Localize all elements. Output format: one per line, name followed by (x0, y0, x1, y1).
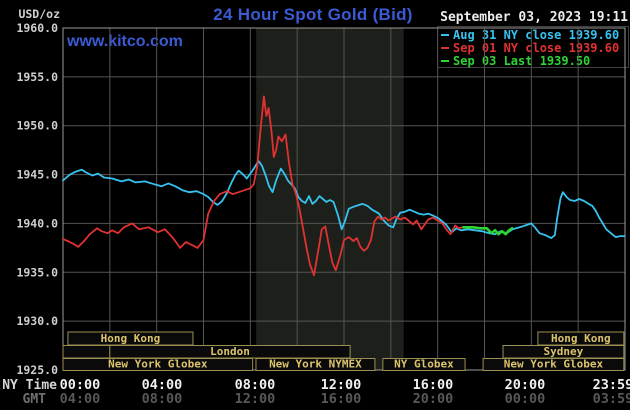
session-box (62, 345, 111, 359)
x-tick-label-gmt: 04:00 (60, 391, 101, 407)
nymex-session-band (256, 28, 404, 370)
y-tick-label: 1945.0 (16, 168, 58, 182)
session-label: Hong Kong (551, 332, 611, 345)
session-label: New York NYMEX (269, 358, 362, 371)
x-tick-label-ny: 23:59 (593, 377, 630, 393)
x-tick-label-ny: 00:00 (60, 377, 101, 393)
x-tick-label-ny: 16:00 (413, 377, 454, 393)
x-tick-label-ny: 20:00 (505, 377, 546, 393)
x-tick-label-ny: 08:00 (235, 377, 276, 393)
y-tick-label: 1960.0 (16, 21, 58, 35)
y-tick-label: 1950.0 (16, 119, 58, 133)
session-box (255, 358, 376, 371)
price-line-sep01 (62, 95, 464, 277)
price-line-sep03 (462, 226, 514, 236)
x-tick-label-gmt: 03:59 (593, 391, 630, 407)
ny-time-axis-label: NY Time (2, 378, 57, 393)
legend-entry: Aug 31 NY close 1939.60 (441, 27, 628, 42)
x-tick-label-gmt: 00:00 (505, 391, 546, 407)
legend-label: Aug 31 NY close 1939.60 (453, 27, 620, 42)
legend-dash-icon (441, 59, 449, 62)
y-tick-label: 1940.0 (16, 216, 58, 230)
legend-entry: Sep 01 NY close 1939.60 (441, 40, 628, 55)
x-tick-label-gmt: 20:00 (413, 391, 454, 407)
chart-datetime: September 03, 2023 19:11 (440, 10, 628, 25)
x-tick-label-gmt: 16:00 (321, 391, 362, 407)
session-label: Hong Kong (101, 332, 161, 345)
x-tick-label-ny: 12:00 (321, 377, 362, 393)
legend-dash-icon (441, 33, 449, 36)
legend-dash-icon (441, 46, 449, 49)
session-label: London (210, 345, 250, 358)
y-tick-label: 1925.0 (16, 363, 58, 377)
gmt-axis-label: GMT (22, 392, 46, 407)
legend: Aug 31 NY close 1939.60 Sep 01 NY close 1… (437, 26, 629, 68)
price-line-aug31 (62, 159, 626, 240)
x-tick-label-gmt: 12:00 (235, 391, 276, 407)
session-box (62, 358, 254, 371)
y-tick-label: 1930.0 (16, 314, 58, 328)
unit-label: USD/oz (18, 7, 60, 21)
x-tick-label-ny: 04:00 (142, 377, 183, 393)
session-label: New York Globex (108, 358, 208, 371)
x-tick-label-gmt: 08:00 (142, 391, 183, 407)
kitco-watermark: www.kitco.com (67, 33, 183, 50)
y-tick-label: 1935.0 (16, 265, 58, 279)
legend-entry: Sep 03 Last 1939.50 (441, 53, 628, 68)
session-box (382, 358, 466, 371)
legend-label: Sep 03 Last 1939.50 (453, 53, 591, 68)
session-label: NY Globex (394, 358, 454, 371)
y-tick-label: 1955.0 (16, 70, 58, 84)
session-box (482, 358, 625, 371)
chart-title: 24 Hour Spot Gold (Bid) (213, 5, 413, 24)
session-label: Sydney (544, 345, 584, 358)
legend-label: Sep 01 NY close 1939.60 (453, 40, 620, 55)
session-label: New York Globex (504, 358, 604, 371)
